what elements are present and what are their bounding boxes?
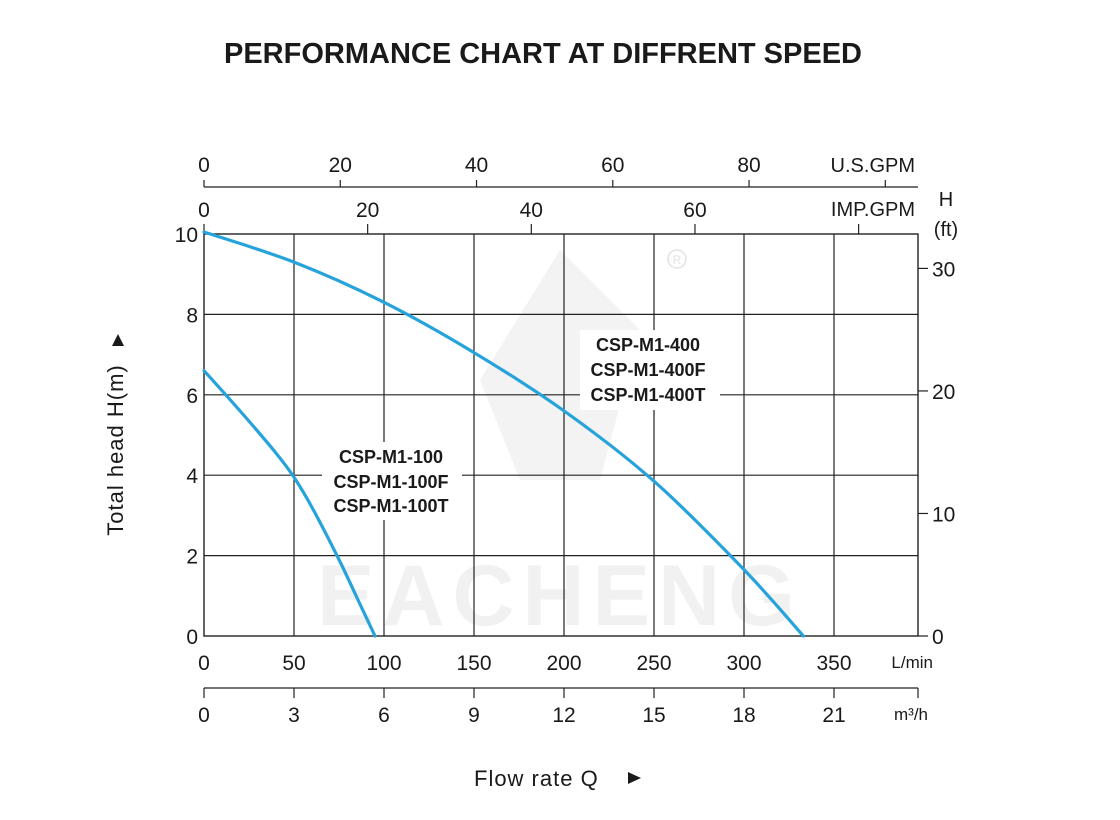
left-tick-label: 10 — [175, 224, 198, 247]
bottom-lmin-tick-label: 350 — [816, 652, 851, 675]
bottom-lmin-tick-label: 0 — [198, 652, 210, 675]
series-100-label-2: CSP-M1-100F — [333, 472, 448, 492]
bottom-lmin-tick-label: 300 — [726, 652, 761, 675]
left-tick-label: 6 — [186, 385, 198, 408]
watermark-text: EACHENG — [317, 548, 803, 644]
series-100-label-3: CSP-M1-100T — [333, 496, 448, 516]
bottom-lmin-tick-label: 200 — [546, 652, 581, 675]
right-tick-label: 0 — [932, 626, 944, 649]
top-us-tick-label: 20 — [329, 154, 352, 177]
right-axis-unit-ft: (ft) — [934, 219, 958, 241]
left-tick-label: 4 — [186, 465, 198, 488]
plot-frame — [203, 233, 919, 637]
right-tick-label: 30 — [932, 258, 955, 281]
top-us-tick-label: 60 — [601, 154, 624, 177]
series-100-label-1: CSP-M1-100 — [339, 447, 443, 467]
imp-gpm-unit: IMP.GPM — [831, 199, 915, 221]
top-imp-tick-label: 0 — [198, 199, 210, 222]
bottom-m3h-tick-label: 18 — [732, 704, 755, 727]
m3h-unit: m³/h — [894, 705, 928, 724]
bottom-m3h-tick-label: 15 — [642, 704, 665, 727]
top-us-tick-label: 40 — [465, 154, 488, 177]
bottom-m3h-tick-label: 12 — [552, 704, 575, 727]
y-axis-title-group: Total head H(m) — [103, 334, 128, 536]
svg-text:R: R — [673, 253, 682, 267]
top-imp-tick-label: 40 — [520, 199, 543, 222]
watermark-logo: EACHENG — [317, 250, 803, 644]
top-imp-tick-label: 60 — [683, 199, 706, 222]
right-axis-unit: H — [939, 189, 953, 211]
pump-curve-400 — [202, 230, 805, 638]
x-axis-title: Flow rate Q — [474, 766, 599, 791]
chart-title: PERFORMANCE CHART AT DIFFRENT SPEED — [224, 38, 862, 70]
top-us-tick-label: 0 — [198, 154, 210, 177]
us-gpm-unit: U.S.GPM — [831, 155, 915, 177]
bottom-lmin-tick-label: 50 — [282, 652, 305, 675]
bottom-m3h-tick-label: 9 — [468, 704, 480, 727]
pump-curve-100 — [202, 369, 377, 638]
bottom-lmin-tick-label: 150 — [456, 652, 491, 675]
bottom-lmin-tick-label: 100 — [366, 652, 401, 675]
bottom-lmin-tick-label: 250 — [636, 652, 671, 675]
lmin-unit: L/min — [891, 653, 933, 672]
right-tick-label: 20 — [932, 381, 955, 404]
left-tick-label: 0 — [186, 626, 198, 649]
bottom-m3h-tick-label: 3 — [288, 704, 300, 727]
right-tick-label: 10 — [932, 503, 955, 526]
y-axis-arrow-icon — [112, 334, 124, 346]
bottom-m3h-tick-label: 0 — [198, 704, 210, 727]
curves — [202, 230, 805, 638]
left-tick-label: 2 — [186, 546, 198, 569]
y-axis-title: Total head H(m) — [103, 364, 128, 536]
registered-mark-icon: R — [667, 249, 687, 269]
bottom-m3h-tick-label: 6 — [378, 704, 390, 727]
series-400-label-2: CSP-M1-400F — [590, 360, 705, 380]
series-400-label-1: CSP-M1-400 — [596, 335, 700, 355]
x-axis-arrow-icon — [628, 772, 641, 784]
bottom-m3h-tick-label: 21 — [822, 704, 845, 727]
series-400-label-3: CSP-M1-400T — [590, 385, 705, 405]
top-imp-tick-label: 20 — [356, 199, 379, 222]
series-label-400: CSP-M1-400 CSP-M1-400F CSP-M1-400T — [580, 330, 720, 410]
x-axis-title-group: Flow rate Q — [474, 766, 641, 791]
left-tick-label: 8 — [186, 304, 198, 327]
top-us-tick-label: 80 — [737, 154, 760, 177]
series-label-100: CSP-M1-100 CSP-M1-100F CSP-M1-100T — [322, 442, 462, 520]
